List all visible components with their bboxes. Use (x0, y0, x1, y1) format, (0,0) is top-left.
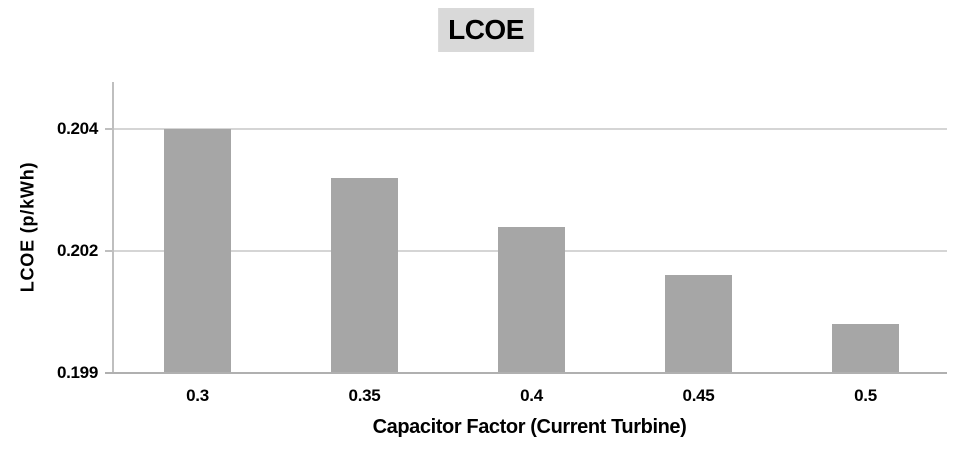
bar (331, 177, 398, 373)
x-axis-baseline (105, 372, 947, 374)
y-axis-tick (105, 250, 114, 252)
x-tick-label: 0.5 (854, 386, 877, 405)
x-axis-title: Capacitor Factor (Current Turbine) (372, 416, 687, 438)
x-tick-label: 0.35 (348, 386, 381, 405)
y-axis-tick (105, 128, 114, 130)
x-tick-label: 0.3 (186, 386, 209, 405)
bar (498, 226, 565, 373)
plot-area: 0.199 0.202 0.204 0.3 0.35 0.4 0.45 0.5 (57, 82, 947, 405)
bar (665, 275, 732, 373)
x-tick-label: 0.45 (682, 386, 715, 405)
gridline (114, 128, 947, 130)
y-tick-label: 0.202 (56, 241, 98, 261)
chart-title: LCOE (438, 8, 534, 52)
y-axis-title: LCOE (p/kWh) (17, 161, 38, 293)
bar (832, 324, 899, 373)
bar (164, 129, 231, 373)
y-tick-label: 0.199 (56, 363, 98, 383)
y-tick-label: 0.204 (56, 119, 98, 139)
x-tick-label: 0.4 (520, 386, 543, 405)
